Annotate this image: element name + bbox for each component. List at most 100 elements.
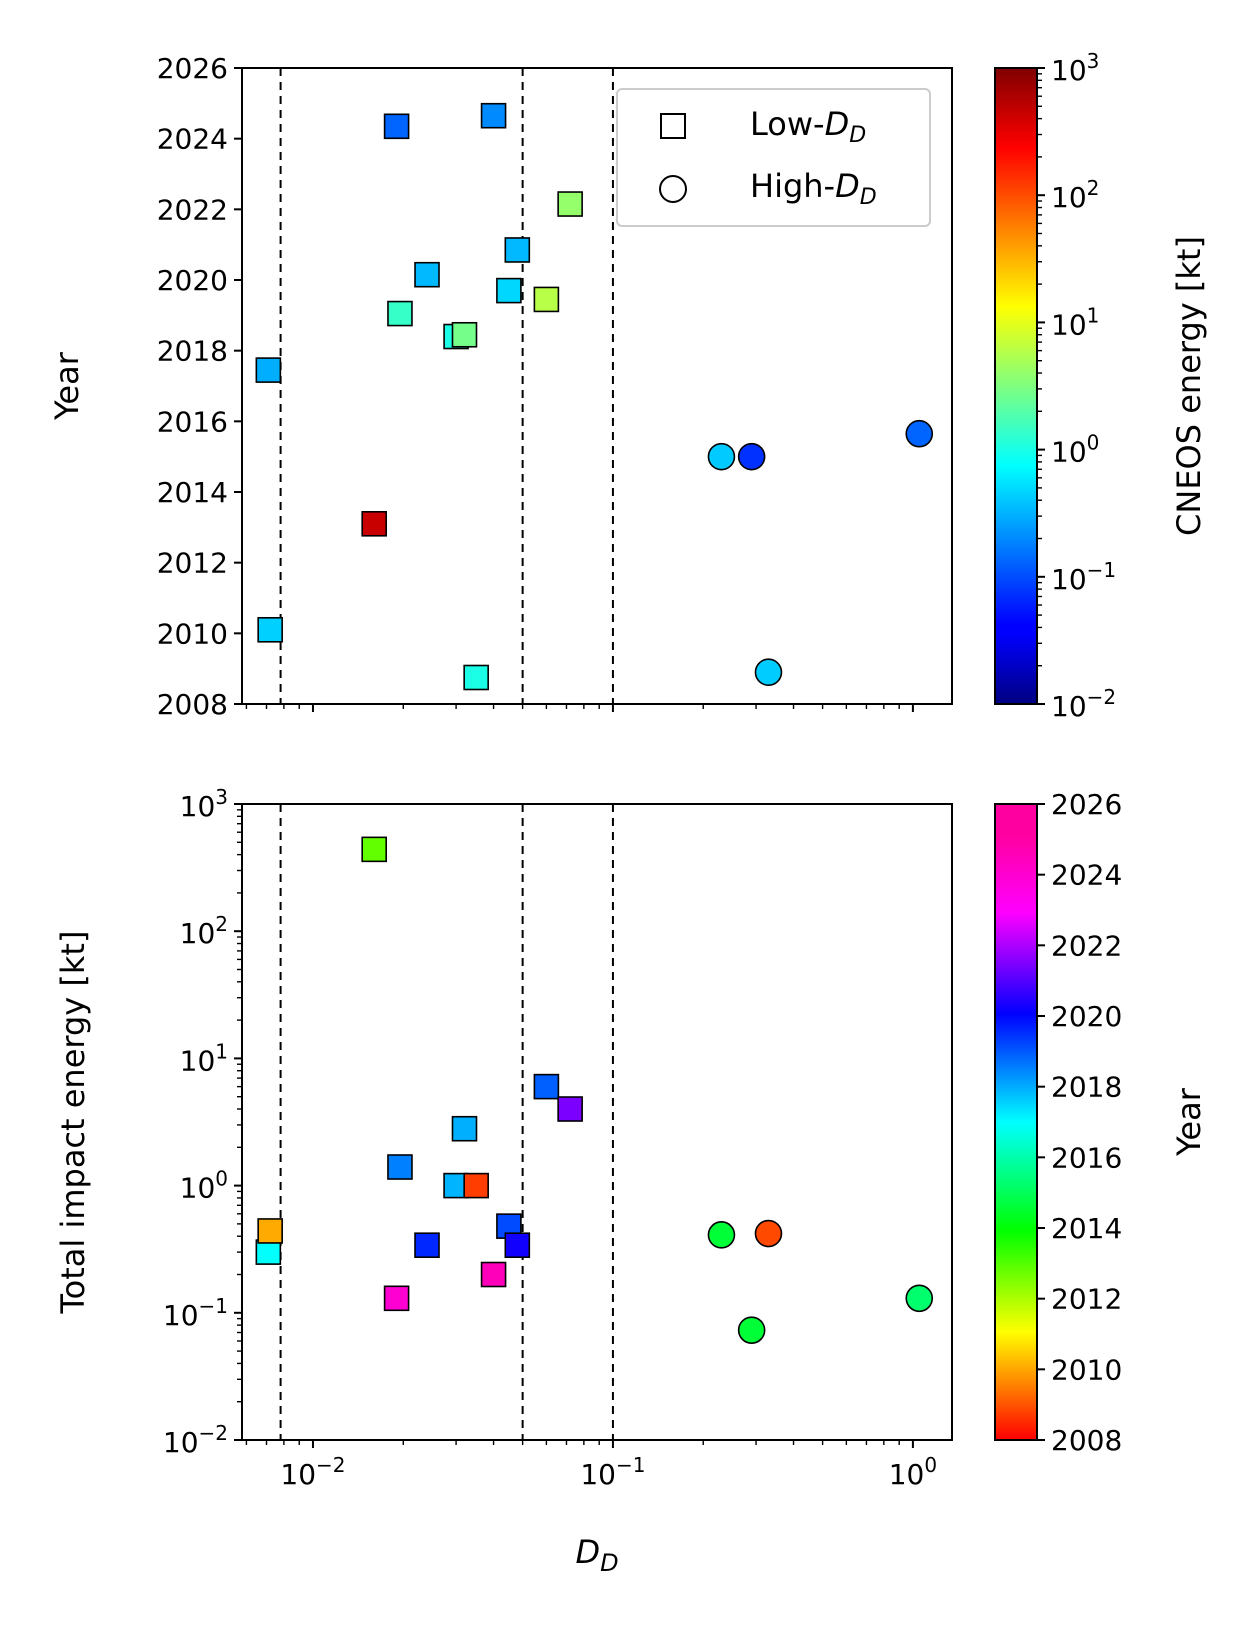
bottom-point-square — [414, 1232, 440, 1258]
legend-circle-marker — [659, 175, 687, 203]
bottom-y-tick-label: 101 — [180, 1039, 228, 1077]
bottom-point-square — [557, 1096, 583, 1122]
top-y-tick-label: 2012 — [157, 547, 228, 580]
bottom-colorbar-tick-label: 2026 — [1051, 788, 1122, 821]
bottom-point-square — [533, 1073, 560, 1100]
bottom-colorbar-tick-label: 2024 — [1051, 859, 1122, 892]
top-point-square — [255, 357, 282, 383]
bottom-y-tick-label: 103 — [180, 785, 228, 823]
bottom-x-axis-label: DD — [575, 1533, 618, 1577]
bottom-y-axis-label: Total impact energy [kt] — [54, 931, 92, 1315]
top-colorbar: 103 102 101 100 10−1 10−2 CNEOS energy [kt] — [994, 49, 1208, 723]
bottom-colorbar-tick-label: 2014 — [1051, 1212, 1122, 1245]
top-point-circle — [737, 442, 766, 471]
top-point-square — [463, 664, 489, 691]
top-point-circle — [707, 442, 736, 471]
bottom-colorbar-label: Year — [1170, 1087, 1208, 1157]
legend: Low-DD High-DD — [616, 88, 931, 227]
top-y-tick-label: 2010 — [157, 617, 228, 650]
top-point-circle — [905, 419, 934, 448]
bottom-point-square — [255, 1239, 282, 1265]
bottom-x-tick-label: 100 — [889, 1453, 937, 1491]
top-point-circle — [754, 658, 783, 687]
bottom-y-axis: 103 102 101 100 10−1 10−2 — [163, 785, 242, 1459]
top-colorbar-tick-label: 103 — [1051, 49, 1099, 87]
legend-entry-low: Low-DD — [750, 105, 866, 148]
top-colorbar-tick-label: 102 — [1051, 176, 1099, 214]
top-panel: 2008 2010 2012 2014 2016 2018 2020 2022 2024 2026… — [48, 49, 1208, 723]
top-colorbar-gradient — [994, 67, 1038, 705]
top-y-tick-label: 2008 — [157, 688, 228, 721]
top-y-tick-label: 2026 — [157, 52, 228, 85]
bottom-colorbar-tick-label: 2020 — [1051, 1000, 1122, 1033]
top-point-square — [414, 261, 440, 288]
legend-low-text: Low- — [750, 105, 825, 143]
top-y-axis: 2008 2010 2012 2014 2016 2018 2020 2022 2024 2026 — [157, 52, 242, 721]
top-y-tick-label: 2020 — [157, 264, 228, 297]
bottom-colorbar-tick-label: 2016 — [1051, 1141, 1122, 1174]
top-vertical-lines — [279, 68, 614, 704]
bottom-colorbar-tick-label: 2012 — [1051, 1283, 1122, 1316]
bottom-x-axis: 10−2 10−1 100 — [245, 1440, 937, 1491]
top-point-square — [496, 277, 522, 304]
bottom-panel: 103 102 101 100 10−1 10−2 10−2 10−1 100 Total i… — [54, 785, 1208, 1577]
bottom-y-tick-label: 10−1 — [163, 1294, 228, 1332]
bottom-colorbar-gradient — [994, 803, 1038, 1441]
top-point-square — [557, 191, 583, 217]
top-y-tick-label: 2018 — [157, 335, 228, 368]
legend-high-text: High- — [750, 167, 835, 205]
top-y-tick-label: 2022 — [157, 193, 228, 226]
top-point-square — [383, 113, 410, 140]
bottom-data-points — [255, 836, 934, 1344]
bottom-point-circle — [737, 1316, 766, 1344]
legend-entry-high: High-DD — [750, 167, 877, 210]
top-x-axis-ticks — [245, 704, 914, 712]
top-data-points — [255, 102, 934, 691]
bottom-point-square — [383, 1285, 410, 1312]
bottom-point-circle — [707, 1221, 736, 1249]
bottom-y-tick-label: 100 — [180, 1167, 228, 1205]
top-colorbar-ticks: 103 102 101 100 10−1 10−2 — [1037, 49, 1116, 723]
bottom-point-circle — [754, 1219, 783, 1248]
bottom-colorbar-ticks: 2026 2024 2022 2020 2018 2016 2014 2012 2010 2008 — [1037, 788, 1122, 1457]
top-colorbar-tick-label: 101 — [1051, 303, 1099, 341]
bottom-colorbar: 2026 2024 2022 2020 2018 2016 2014 2012 2010 2008… — [994, 788, 1208, 1457]
legend-low-sub: D — [849, 123, 866, 148]
legend-box — [616, 88, 931, 227]
bottom-point-square — [463, 1172, 489, 1199]
bottom-colorbar-tick-label: 2008 — [1051, 1424, 1122, 1457]
bottom-colorbar-tick-label: 2010 — [1051, 1353, 1122, 1386]
bottom-y-tick-label: 102 — [180, 912, 228, 950]
bottom-point-square — [504, 1232, 531, 1258]
bottom-point-circle — [905, 1284, 934, 1313]
bottom-y-tick-label: 10−2 — [163, 1421, 228, 1459]
bottom-vertical-lines — [279, 804, 614, 1440]
bottom-point-square — [451, 1115, 478, 1142]
bottom-point-square — [480, 1261, 507, 1288]
top-colorbar-tick-label: 10−1 — [1051, 558, 1116, 596]
bottom-point-square — [387, 1154, 413, 1180]
top-point-square — [387, 300, 413, 327]
top-colorbar-tick-label: 10−2 — [1051, 685, 1116, 723]
legend-high-var: D — [835, 167, 860, 205]
top-y-axis-label: Year — [48, 351, 86, 421]
bottom-plot-frame — [241, 803, 953, 1441]
top-point-square — [480, 102, 507, 129]
top-point-square — [533, 286, 560, 313]
top-plot-frame — [241, 67, 953, 705]
bottom-colorbar-tick-label: 2022 — [1051, 929, 1122, 962]
top-point-square — [361, 510, 387, 537]
bottom-x-tick-label: 10−1 — [580, 1453, 645, 1491]
top-y-tick-label: 2024 — [157, 123, 228, 156]
top-point-square — [451, 321, 478, 348]
top-colorbar-tick-label: 100 — [1051, 431, 1099, 469]
top-y-tick-label: 2016 — [157, 405, 228, 438]
top-point-square — [257, 616, 283, 643]
legend-square-marker — [660, 113, 686, 139]
legend-high-sub: D — [860, 185, 877, 210]
bottom-point-square — [361, 836, 387, 863]
bottom-x-tick-label: 10−2 — [280, 1453, 345, 1491]
top-colorbar-label: CNEOS energy [kt] — [1170, 236, 1208, 536]
bottom-colorbar-tick-label: 2018 — [1051, 1071, 1122, 1104]
